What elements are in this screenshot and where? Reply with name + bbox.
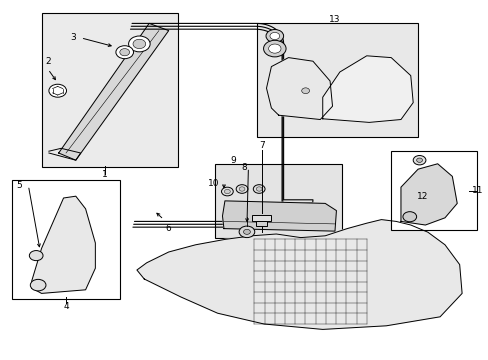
Circle shape <box>402 212 416 222</box>
Circle shape <box>120 49 129 56</box>
Circle shape <box>416 158 422 162</box>
Circle shape <box>256 187 262 191</box>
Polygon shape <box>59 23 168 160</box>
Polygon shape <box>32 196 95 293</box>
Circle shape <box>128 36 150 52</box>
Circle shape <box>49 84 66 97</box>
Circle shape <box>253 185 264 193</box>
Circle shape <box>30 279 46 291</box>
Circle shape <box>263 40 285 57</box>
Text: 3: 3 <box>70 33 76 42</box>
Circle shape <box>412 156 425 165</box>
Bar <box>215 164 342 238</box>
Circle shape <box>265 30 283 42</box>
Circle shape <box>133 39 145 49</box>
Text: 8: 8 <box>241 163 247 172</box>
Text: 10: 10 <box>207 179 219 188</box>
Polygon shape <box>266 58 332 120</box>
Polygon shape <box>400 164 456 225</box>
Text: 9: 9 <box>229 156 235 165</box>
Bar <box>251 215 271 221</box>
Bar <box>255 221 267 226</box>
Circle shape <box>224 189 230 194</box>
Circle shape <box>29 251 43 261</box>
Bar <box>41 13 178 167</box>
Text: 7: 7 <box>258 141 264 150</box>
Text: 4: 4 <box>63 302 69 311</box>
Circle shape <box>301 88 309 94</box>
Circle shape <box>236 185 247 193</box>
Text: 13: 13 <box>328 15 340 24</box>
Circle shape <box>268 44 281 53</box>
Text: 11: 11 <box>471 186 483 195</box>
Circle shape <box>239 226 254 238</box>
Circle shape <box>243 229 250 234</box>
Circle shape <box>239 187 244 191</box>
Circle shape <box>116 46 133 59</box>
Polygon shape <box>137 220 461 329</box>
Text: 1: 1 <box>102 170 108 179</box>
Text: 6: 6 <box>165 224 171 233</box>
Polygon shape <box>322 56 412 122</box>
Text: 2: 2 <box>45 57 51 66</box>
Circle shape <box>269 32 279 40</box>
Bar <box>256 23 417 137</box>
Bar <box>12 180 120 299</box>
Circle shape <box>221 187 233 196</box>
Bar <box>390 151 476 230</box>
Text: 12: 12 <box>416 192 428 201</box>
Polygon shape <box>222 201 336 231</box>
Text: 5: 5 <box>17 181 22 190</box>
